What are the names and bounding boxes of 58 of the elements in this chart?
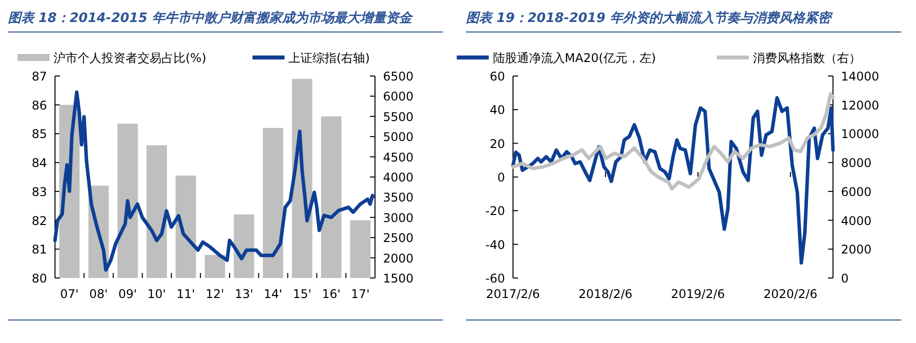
y2-tick-label: 2000 <box>383 251 414 266</box>
x-tick-label: 07' <box>60 287 79 301</box>
y-tick-label: 83 <box>32 184 47 199</box>
x-tick-label: 2017/2/6 <box>486 287 540 301</box>
x-tick-label: 09' <box>118 287 137 301</box>
line-series <box>53 90 374 272</box>
y-tick-label: 86 <box>32 98 47 112</box>
x-tick-label: 14' <box>264 287 282 301</box>
y2-tick-label: 2500 <box>383 231 414 246</box>
y2-tick-label: 8000 <box>841 156 872 170</box>
y2-tick-label: 6500 <box>383 70 414 84</box>
y2-tick-label: 4000 <box>841 214 872 228</box>
y2-tick-label: 4000 <box>383 170 414 184</box>
x-tick-label: 15' <box>292 287 312 301</box>
legend-label: 陆股通净流入MA20(亿元，左) <box>492 51 656 65</box>
x-tick-label: 2020/2/6 <box>763 287 818 301</box>
y-tick-label: -60 <box>485 272 505 286</box>
y-tick-label: 40 <box>490 103 505 118</box>
y2-tick-label: 5000 <box>383 130 414 144</box>
y2-tick-label: 14000 <box>841 70 880 84</box>
line-series <box>511 96 835 265</box>
legend-label: 上证综指(右轴) <box>288 51 370 65</box>
y-tick-label: -40 <box>485 238 505 252</box>
x-tick-label: 12' <box>206 287 224 301</box>
y-tick-label: 87 <box>32 70 47 84</box>
y2-tick-label: 6000 <box>841 184 872 199</box>
y2-tick-label: 10000 <box>841 127 880 142</box>
y-tick-label: 20 <box>490 136 505 151</box>
y-tick-label: -20 <box>485 204 505 218</box>
y-tick-label: 82 <box>32 214 47 228</box>
y-tick-label: 80 <box>32 272 47 286</box>
x-tick-label: 08' <box>89 287 108 301</box>
x-tick-label: 17' <box>351 287 370 301</box>
y-tick-label: 0 <box>497 170 505 184</box>
y-tick-label: 60 <box>490 70 505 84</box>
y2-tick-label: 0 <box>841 272 849 286</box>
y2-tick-label: 3000 <box>383 210 414 225</box>
chart-title: 图表 19：2018-2019 年外资的大幅流入节奏与消费风格紧密 <box>466 10 833 26</box>
y2-tick-label: 3500 <box>383 190 414 205</box>
x-tick-label: 11' <box>176 287 196 301</box>
x-tick-label: 2019/2/6 <box>671 287 725 301</box>
y2-tick-label: 5500 <box>383 110 414 124</box>
y-tick-label: 81 <box>32 242 47 257</box>
chart-title: 图表 18：2014-2015 年牛市中散户财富搬家成为市场最大增量资金 <box>8 10 414 26</box>
x-tick-label: 2018/2/6 <box>578 287 632 301</box>
x-tick-label: 10' <box>147 287 166 301</box>
y-tick-label: 85 <box>32 127 47 142</box>
x-tick-label: 13' <box>234 287 254 301</box>
y2-tick-label: 1500 <box>383 272 414 286</box>
x-tick-label: 16' <box>322 287 341 301</box>
legend-label: 消费风格指数（右） <box>752 51 861 65</box>
y2-tick-label: 4500 <box>383 150 414 164</box>
y2-tick-label: 6000 <box>383 90 414 104</box>
y2-tick-label: 2000 <box>841 242 872 257</box>
line-series <box>511 92 835 191</box>
y2-tick-label: 12000 <box>841 98 880 112</box>
legend-label: 沪市个人投资者交易占比(%) <box>54 51 206 65</box>
y-tick-label: 84 <box>32 156 47 170</box>
